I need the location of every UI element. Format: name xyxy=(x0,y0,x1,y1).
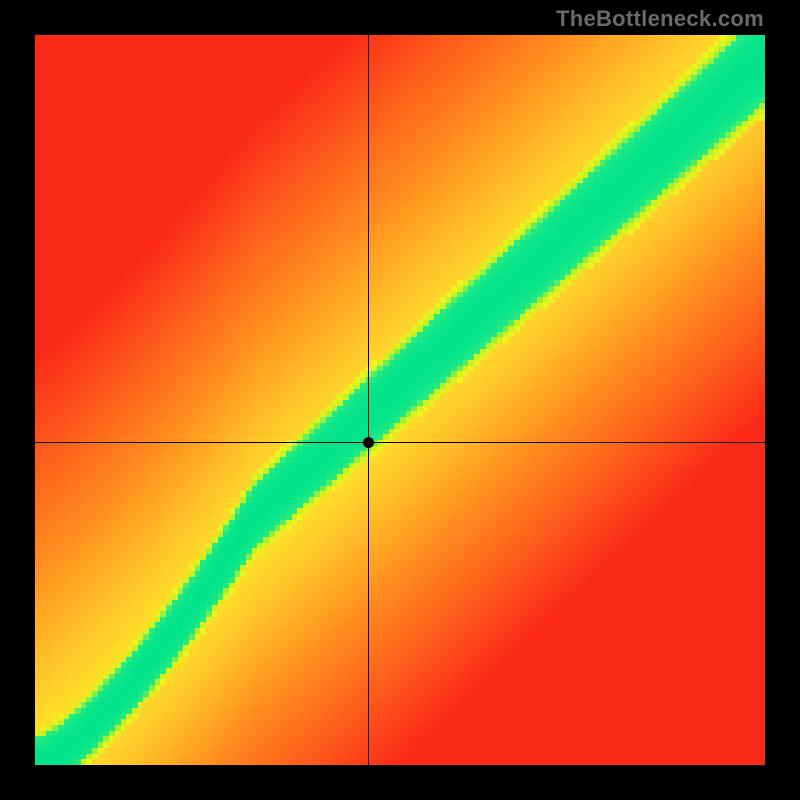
heatmap-canvas xyxy=(35,35,765,765)
watermark-text: TheBottleneck.com xyxy=(556,6,764,32)
chart-frame: TheBottleneck.com xyxy=(0,0,800,800)
heatmap-plot xyxy=(35,35,765,765)
